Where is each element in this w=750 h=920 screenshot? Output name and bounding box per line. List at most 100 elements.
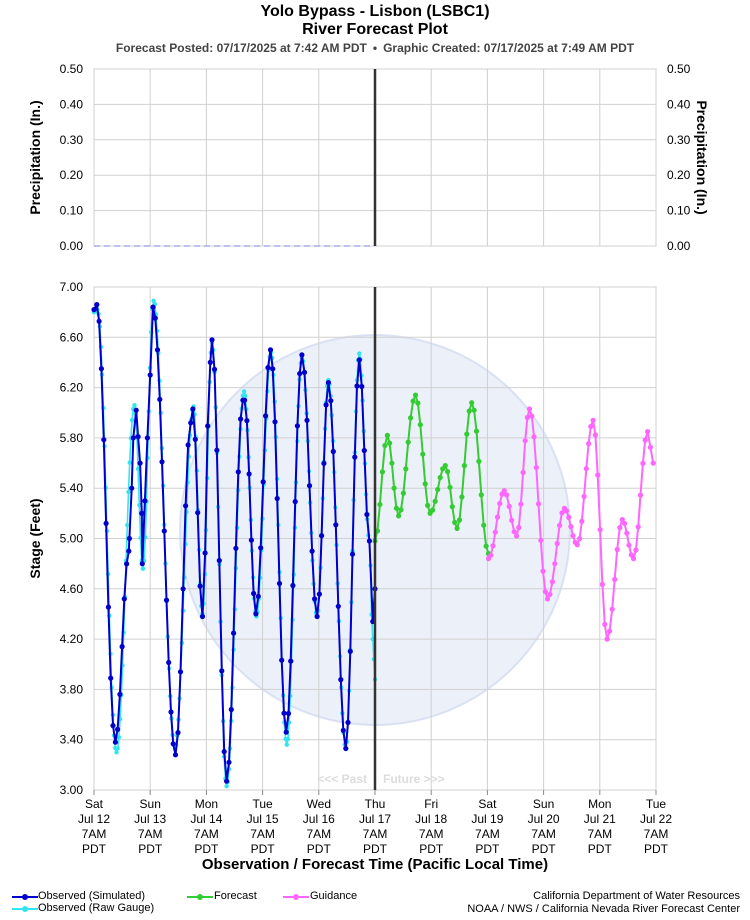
observed-raw-point xyxy=(151,298,156,303)
observed-simulated-point xyxy=(361,447,367,454)
observed-simulated-point xyxy=(170,741,176,747)
observed-simulated-point xyxy=(183,503,189,509)
observed-simulated-point xyxy=(281,710,287,716)
precip-ytick-label-right: 0.30 xyxy=(667,133,691,147)
forecast-point xyxy=(430,507,436,513)
observed-simulated-point xyxy=(199,613,206,620)
precip-ytick-label: 0.00 xyxy=(60,239,84,253)
guidance-point xyxy=(557,522,563,529)
guidance-point xyxy=(563,508,570,514)
guidance-point xyxy=(511,529,517,535)
x-tick-label: Sun xyxy=(533,797,554,811)
observed-simulated-point xyxy=(285,710,292,717)
observed-simulated-point xyxy=(119,644,125,650)
guidance-point xyxy=(538,537,544,543)
stage-ytick-label: 4.20 xyxy=(60,632,84,646)
observed-simulated-point xyxy=(166,659,172,666)
x-tick-label: 7AM xyxy=(644,827,669,841)
guidance-point xyxy=(624,530,630,536)
future-label: Future >>> xyxy=(383,772,445,786)
observed-simulated-point xyxy=(163,597,170,603)
stage-ytick-label: 6.20 xyxy=(60,381,84,395)
guidance-point xyxy=(581,493,587,499)
guidance-point xyxy=(579,518,585,525)
guidance-point xyxy=(640,460,646,466)
observed-raw-point xyxy=(115,746,120,751)
x-tick-label: PDT xyxy=(194,842,219,856)
guidance-point xyxy=(533,465,539,471)
observed-raw-point xyxy=(129,418,135,423)
observed-simulated-point xyxy=(98,366,104,372)
observed-simulated-point xyxy=(142,498,148,504)
stage-panel: 3.00 3.40 3.80 4.20 4.60 5.00 5.40 5.80 6.20 6.60… xyxy=(27,280,657,797)
precip-ytick-label-right: 0.00 xyxy=(667,239,691,253)
observed-simulated-point xyxy=(288,658,294,664)
guidance-point xyxy=(531,434,537,440)
observed-simulated-point xyxy=(246,471,252,477)
observed-simulated-point xyxy=(144,435,150,441)
observed-simulated-point xyxy=(319,533,325,539)
x-tick-label: 7AM xyxy=(531,827,556,841)
x-tick-label: Jul 21 xyxy=(584,812,616,826)
guidance-point xyxy=(501,488,507,494)
precip-ytick-label: 0.30 xyxy=(60,133,84,147)
observed-simulated-point xyxy=(126,535,132,542)
x-tick-label: Thu xyxy=(365,797,386,811)
x-tick-label: Wed xyxy=(307,797,331,811)
legend-observed-simulated: Observed (Simulated) xyxy=(38,890,145,902)
observed-simulated-point xyxy=(297,371,303,377)
observed-simulated-point xyxy=(260,479,266,485)
x-tick-label: PDT xyxy=(363,842,388,856)
guidance-point xyxy=(602,621,608,628)
x-tick-label: 7AM xyxy=(475,827,500,841)
forecast-point xyxy=(398,507,404,513)
observed-simulated-point xyxy=(168,709,174,715)
guidance-point xyxy=(488,552,494,558)
observed-raw-point xyxy=(135,466,141,471)
forecast-point xyxy=(481,522,487,528)
forecast-point xyxy=(437,474,443,481)
forecast-point xyxy=(377,501,383,508)
forecast-point xyxy=(422,481,428,487)
observed-simulated-point xyxy=(209,337,215,343)
observed-simulated-point xyxy=(154,347,161,353)
precip-ylabel-right: Precipitation (In.) xyxy=(694,100,710,214)
precip-ylabel: Precipitation (In.) xyxy=(27,100,43,214)
x-tick-label: PDT xyxy=(138,842,163,856)
guidance-point xyxy=(597,527,603,533)
legend-swatches-observed xyxy=(12,894,38,912)
observed-simulated-point xyxy=(242,397,248,403)
observed-simulated-line xyxy=(93,303,376,783)
observed-raw-point xyxy=(114,750,119,755)
guidance-point xyxy=(506,503,512,509)
observed-simulated-point xyxy=(188,420,194,426)
observed-simulated-point xyxy=(130,435,136,441)
observed-simulated-point xyxy=(294,423,300,429)
observed-simulated-point xyxy=(272,419,278,425)
observed-simulated-point xyxy=(137,460,143,466)
guidance-point xyxy=(590,417,596,423)
forecast-point xyxy=(387,440,393,446)
observed-simulated-point xyxy=(270,366,276,372)
observed-simulated-point xyxy=(185,442,191,448)
forecast-point xyxy=(476,458,482,464)
forecast-point xyxy=(456,517,463,523)
x-tick-label: PDT xyxy=(419,842,444,856)
observed-simulated-point xyxy=(253,611,259,617)
observed-simulated-point xyxy=(126,548,132,554)
observed-simulated-point xyxy=(177,669,184,675)
observed-simulated-point xyxy=(219,668,225,674)
observed-simulated-series xyxy=(91,302,378,784)
forecast-point xyxy=(447,484,453,490)
guidance-point xyxy=(529,413,535,419)
forecast-series xyxy=(372,392,492,557)
observed-raw-point xyxy=(284,742,289,747)
observed-simulated-point xyxy=(112,739,118,745)
guidance-point xyxy=(518,501,524,507)
x-tick-label: PDT xyxy=(588,842,613,856)
forecast-point xyxy=(391,485,397,491)
observed-simulated-point xyxy=(207,359,213,365)
observed-simulated-point xyxy=(263,413,269,419)
observed-simulated-point xyxy=(157,396,163,402)
